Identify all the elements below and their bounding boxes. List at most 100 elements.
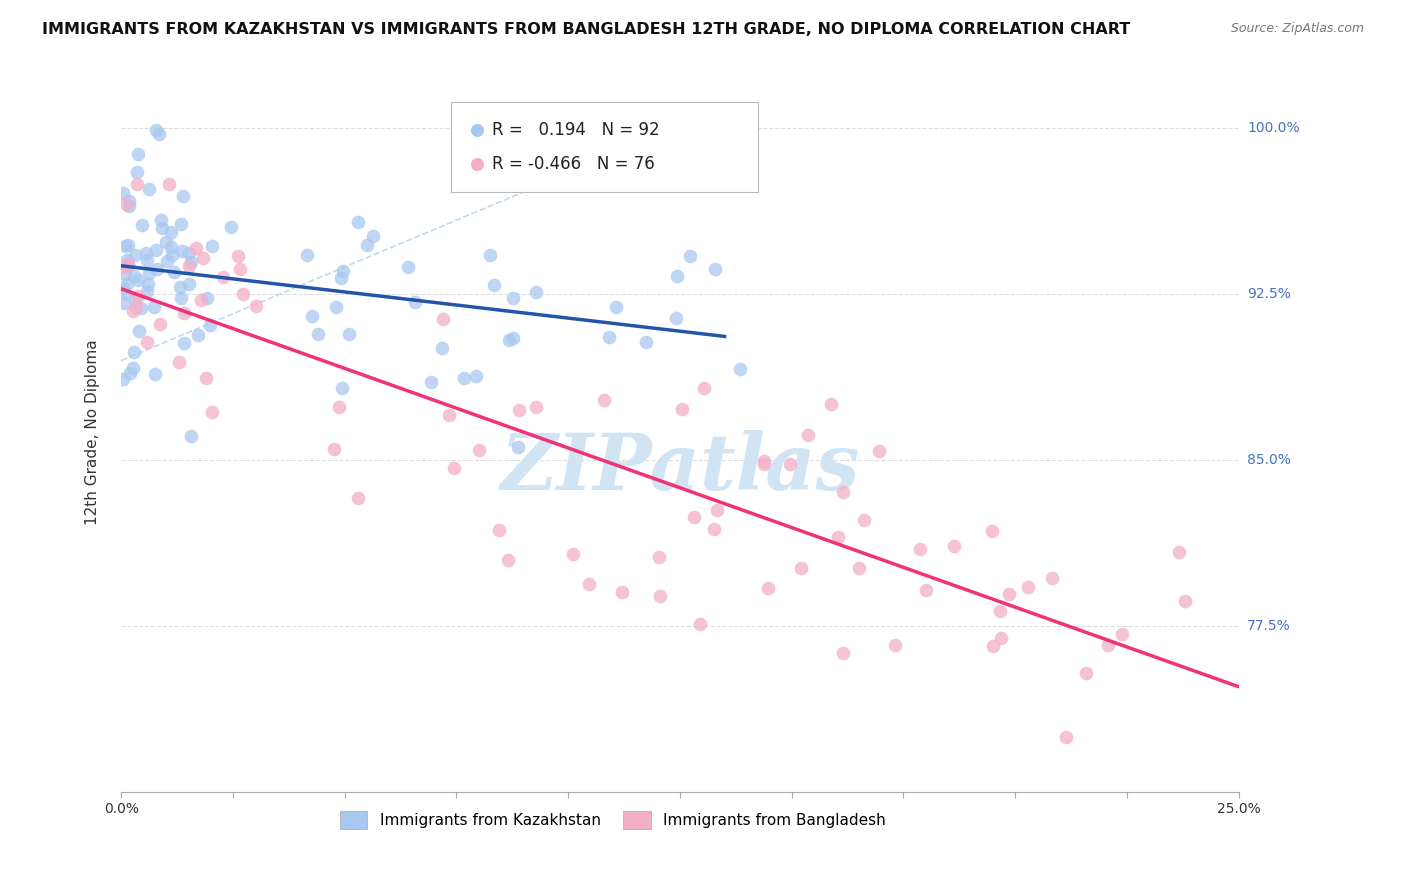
Point	[420, 375, 443, 389]
Point	[612, 585, 634, 599]
Point	[578, 577, 600, 591]
Point	[131, 301, 153, 315]
Point	[983, 640, 1005, 654]
Point	[432, 311, 454, 326]
Point	[201, 405, 224, 419]
Point	[112, 372, 135, 386]
Point	[346, 491, 368, 505]
Point	[201, 239, 224, 253]
Point	[453, 371, 475, 385]
Point	[114, 296, 136, 310]
Point	[1017, 580, 1039, 594]
Point	[191, 251, 214, 265]
Point	[1040, 571, 1063, 585]
Point	[114, 239, 136, 253]
Point	[122, 268, 145, 283]
Point	[184, 241, 207, 255]
Y-axis label: 12th Grade, No Diploma: 12th Grade, No Diploma	[86, 340, 100, 525]
Point	[155, 235, 177, 249]
Point	[524, 285, 547, 300]
Point	[122, 345, 145, 359]
Point	[135, 252, 157, 267]
Point	[478, 248, 501, 262]
Point	[496, 553, 519, 567]
Point	[752, 458, 775, 472]
Point	[647, 549, 669, 564]
Point	[226, 250, 249, 264]
Point	[143, 367, 166, 381]
Point	[180, 429, 202, 443]
Text: 85.0%: 85.0%	[1247, 453, 1291, 467]
Point	[179, 259, 201, 273]
Point	[138, 182, 160, 196]
Point	[121, 303, 143, 318]
Point	[125, 177, 148, 191]
Point	[118, 199, 141, 213]
Point	[827, 530, 849, 544]
Point	[671, 401, 693, 416]
Point	[598, 329, 620, 343]
Point	[430, 341, 453, 355]
Point	[170, 217, 193, 231]
Point	[114, 196, 136, 211]
Point	[437, 408, 460, 422]
Point	[172, 189, 194, 203]
Point	[194, 370, 217, 384]
Point	[337, 326, 360, 341]
Point	[328, 400, 350, 414]
Point	[190, 293, 212, 308]
Point	[149, 317, 172, 331]
Point	[1111, 627, 1133, 641]
Point	[832, 485, 855, 500]
Point	[502, 331, 524, 345]
Point	[148, 127, 170, 141]
Point	[180, 255, 202, 269]
Point	[200, 318, 222, 333]
Point	[167, 355, 190, 369]
Point	[1074, 666, 1097, 681]
Point	[152, 220, 174, 235]
Point	[135, 335, 157, 350]
Point	[112, 186, 135, 200]
Point	[853, 513, 876, 527]
Point	[177, 245, 200, 260]
Point	[666, 269, 689, 284]
Legend: Immigrants from Kazakhstan, Immigrants from Bangladesh: Immigrants from Kazakhstan, Immigrants f…	[333, 805, 891, 835]
Point	[135, 284, 157, 298]
Point	[488, 523, 510, 537]
Point	[156, 254, 179, 268]
Point	[114, 267, 136, 281]
Point	[820, 397, 842, 411]
Point	[169, 280, 191, 294]
Point	[301, 309, 323, 323]
Point	[650, 589, 672, 603]
Point	[143, 300, 166, 314]
FancyBboxPatch shape	[451, 102, 758, 192]
Point	[114, 286, 136, 301]
Point	[484, 278, 506, 293]
Point	[245, 299, 267, 313]
Point	[112, 281, 135, 295]
Point	[145, 243, 167, 257]
Point	[169, 291, 191, 305]
Point	[356, 238, 378, 252]
Point	[508, 403, 530, 417]
Point	[1168, 544, 1191, 558]
Point	[692, 381, 714, 395]
Text: 77.5%: 77.5%	[1247, 619, 1291, 633]
Text: Source: ZipAtlas.com: Source: ZipAtlas.com	[1230, 22, 1364, 36]
Point	[758, 582, 780, 596]
Point	[150, 213, 173, 227]
Point	[1056, 731, 1078, 745]
Text: R = -0.466   N = 76: R = -0.466 N = 76	[492, 155, 655, 173]
Point	[689, 617, 711, 632]
Point	[398, 260, 420, 274]
Point	[981, 524, 1004, 538]
Point	[157, 177, 180, 191]
Point	[634, 334, 657, 349]
Point	[136, 277, 159, 292]
Point	[605, 300, 627, 314]
Point	[998, 587, 1021, 601]
Point	[307, 326, 329, 341]
Point	[115, 277, 138, 291]
